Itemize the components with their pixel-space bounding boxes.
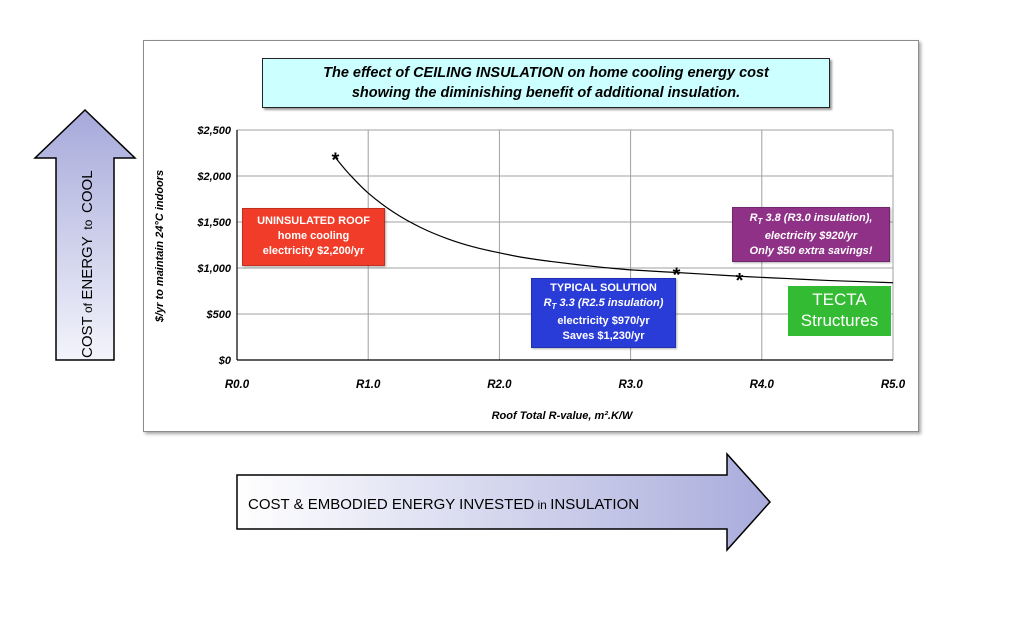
annotation-typical-r: R <box>543 297 552 309</box>
chart-title-box: The effect of CEILING INSULATION on home… <box>262 58 830 108</box>
vertical-arrow-shape <box>33 108 137 361</box>
annotation-typical-sub: T <box>551 302 557 312</box>
tecta-line1: TECTA <box>812 290 867 309</box>
vertical-arrow-part-to: to <box>81 213 95 236</box>
annotation-rt38-line2: electricity $920/yr <box>764 230 858 243</box>
horizontal-arrow-part-in: in <box>534 498 550 512</box>
tecta-structures-logo: TECTA Structures <box>788 286 891 336</box>
annotation-typical-rest: 3.3 (R2.5 insulation) <box>556 297 664 309</box>
annotation-rt38-sub: T <box>757 217 763 227</box>
x-tick-label: R1.0 <box>356 379 381 391</box>
y-tick-label: $2,000 <box>196 171 232 183</box>
data-markers: * * * <box>332 150 744 293</box>
vertical-arrow-part-of: of <box>81 300 95 317</box>
x-tick-label: R2.0 <box>487 379 512 391</box>
x-tick-label: R5.0 <box>881 379 906 391</box>
axes <box>236 130 893 361</box>
y-tick-label: $2,500 <box>196 125 232 137</box>
data-point-marker: * <box>673 265 681 287</box>
annotation-rt-3-8: RT 3.8 (R3.0 insulation), electricity $9… <box>732 207 890 262</box>
vertical-arrow-part-energy: ENERGY <box>79 236 96 299</box>
vertical-arrow-part-cost: COST <box>79 316 96 358</box>
horizontal-arrow-part-cost: COST & EMBODIED ENERGY INVESTED <box>248 496 534 513</box>
annotation-rt38-r: R <box>749 212 758 224</box>
cost-curve <box>334 157 894 284</box>
y-tick-label: $1,500 <box>196 217 232 229</box>
x-axis-label: Roof Total R-value, m².K/W <box>492 410 634 422</box>
annotation-typical-line3: electricity $970/yr <box>557 315 650 328</box>
horizontal-arrow: COST & EMBODIED ENERGY INVESTED in INSUL… <box>236 452 772 552</box>
chart-subtitle: showing the diminishing benefit of addit… <box>351 85 741 101</box>
annotation-typical-line2: RT 3.3 (R2.5 insulation) <box>532 296 675 314</box>
vertical-arrow-text: COST of ENERGY to COOL <box>79 170 96 358</box>
x-tick-label: R0.0 <box>225 379 250 391</box>
annotation-uninsulated-roof: UNINSULATED ROOF home cooling electricit… <box>242 208 385 266</box>
tick-labels: $0 $500 $1,000 $1,500 $2,000 $2,500 R0.0 R1.0 R2… <box>196 125 905 391</box>
annotation-typical-solution: TYPICAL SOLUTION RT 3.3 (R2.5 insulation… <box>531 278 676 348</box>
annotation-rt38-line1: RT 3.8 (R3.0 insulation), <box>733 211 889 229</box>
annotation-uninsulated-line2: home cooling <box>277 230 350 242</box>
annotation-rt38-line3: Only $50 extra savings! <box>749 245 873 258</box>
annotation-typical-line1: TYPICAL SOLUTION <box>550 282 657 294</box>
vertical-arrow-part-cool: COOL <box>79 170 96 213</box>
y-tick-label: $500 <box>206 309 232 321</box>
horizontal-arrow-shape <box>236 452 772 552</box>
x-tick-label: R3.0 <box>618 379 643 391</box>
chart-title: The effect of CEILING INSULATION on home… <box>323 65 769 81</box>
y-axis-label: $/yr to maintain 24°C indoors <box>154 170 166 323</box>
y-tick-label: $1,000 <box>196 263 232 275</box>
annotation-uninsulated-line3: electricity $2,200/yr <box>262 245 365 257</box>
tecta-line2: Structures <box>800 311 879 330</box>
vertical-arrow: COST of ENERGY to COOL <box>33 108 137 361</box>
horizontal-arrow-text: COST & EMBODIED ENERGY INVESTED in INSUL… <box>248 496 639 513</box>
y-tick-label: $0 <box>218 355 232 367</box>
annotation-typical-line4: Saves $1,230/yr <box>562 330 645 343</box>
annotation-uninsulated-line1: UNINSULATED ROOF <box>257 215 370 227</box>
data-point-marker: * <box>332 150 340 172</box>
x-tick-label: R4.0 <box>750 379 775 391</box>
data-point-marker: * <box>736 270 744 292</box>
horizontal-arrow-part-insulation: INSULATION <box>550 496 639 513</box>
annotation-rt38-rest: 3.8 (R3.0 insulation), <box>762 212 873 224</box>
